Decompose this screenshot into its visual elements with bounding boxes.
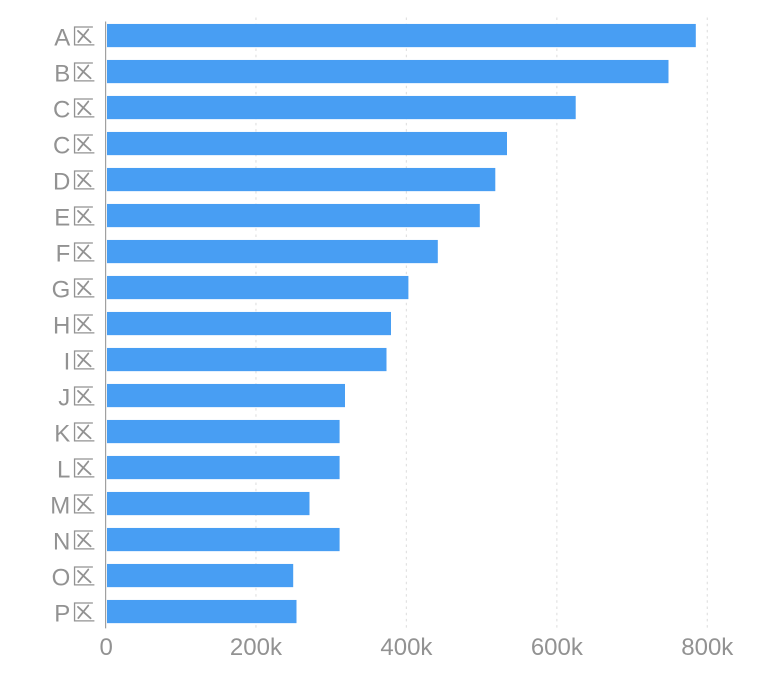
svg-text:A: A bbox=[54, 24, 70, 51]
svg-text:L: L bbox=[57, 456, 70, 483]
svg-text:C: C bbox=[53, 132, 70, 159]
svg-text:K: K bbox=[54, 420, 70, 447]
svg-text:D: D bbox=[53, 168, 70, 195]
svg-text:J: J bbox=[58, 384, 70, 411]
svg-text:M: M bbox=[50, 492, 70, 519]
svg-text:H: H bbox=[53, 312, 70, 339]
svg-text:G: G bbox=[52, 276, 71, 303]
svg-text:800k: 800k bbox=[681, 634, 734, 661]
svg-text:I: I bbox=[64, 348, 71, 375]
svg-text:B: B bbox=[54, 60, 70, 87]
svg-text:F: F bbox=[56, 240, 71, 267]
svg-text:O: O bbox=[52, 564, 71, 591]
svg-text:0: 0 bbox=[100, 634, 113, 661]
svg-text:600k: 600k bbox=[531, 634, 584, 661]
svg-text:P: P bbox=[54, 600, 70, 627]
svg-text:C: C bbox=[53, 96, 70, 123]
svg-text:400k: 400k bbox=[380, 634, 433, 661]
svg-text:200k: 200k bbox=[230, 634, 283, 661]
svg-text:E: E bbox=[54, 204, 70, 231]
svg-text:N: N bbox=[53, 528, 70, 555]
